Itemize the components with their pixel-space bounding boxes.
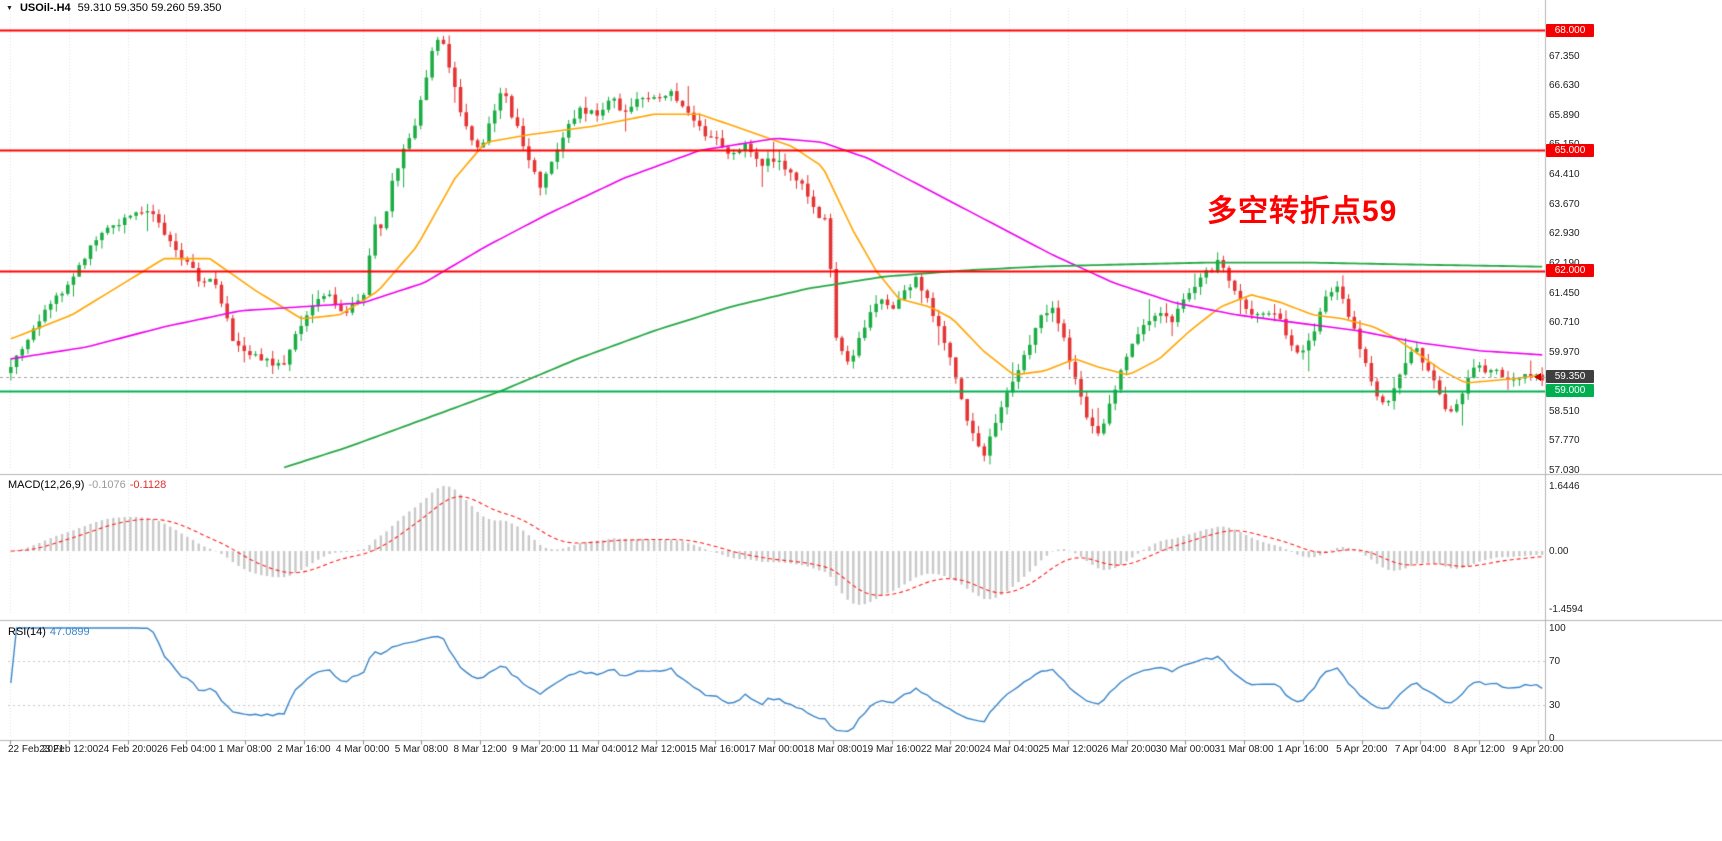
rsi-axis-label: 100 <box>1549 623 1566 634</box>
chart-header: ▼ USOil-.H4 59.310 59.350 59.260 59.350 <box>6 2 221 14</box>
rsi-name: RSI(14) <box>8 626 46 638</box>
rsi-value: 47.0899 <box>49 626 90 638</box>
price-tick-label: 57.030 <box>1549 465 1580 476</box>
price-tick-label: 58.510 <box>1549 405 1580 417</box>
price-level-badge: 59.000 <box>1546 384 1594 398</box>
current-price-marker-icon <box>1534 373 1541 381</box>
price-level-badge: 62.000 <box>1546 264 1594 278</box>
macd-signal-value: -0.1128 <box>129 479 167 491</box>
price-tick-label: 65.890 <box>1549 109 1580 121</box>
price-tick-label: 62.190 <box>1549 258 1580 269</box>
macd-axis-label: -1.4594 <box>1549 603 1583 615</box>
price-tick-label: 57.770 <box>1549 435 1580 447</box>
symbol-timeframe-label: USOil-.H4 <box>19 2 71 14</box>
price-tick-label: 63.670 <box>1549 198 1580 210</box>
price-level-badge: 68.000 <box>1546 23 1594 37</box>
macd-indicator-label: MACD(12,26,9) -0.1076 -0.1128 <box>8 479 166 491</box>
macd-name: MACD(12,26,9) <box>8 479 85 491</box>
rsi-axis-label: 0 <box>1549 733 1555 744</box>
rsi-indicator-label: RSI(14) 47.0899 <box>8 626 90 638</box>
ohlc-values: 59.310 59.350 59.260 59.350 <box>77 2 222 14</box>
annotation-text: 多空转折点59 <box>1207 195 1398 228</box>
price-tick-label: 60.710 <box>1549 317 1580 329</box>
collapse-arrow-icon[interactable]: ▼ <box>6 4 13 12</box>
rsi-axis-label: 70 <box>1549 656 1561 667</box>
price-level-badge: 65.000 <box>1546 143 1594 157</box>
current-price-badge: 59.350 <box>1546 370 1594 384</box>
price-tick-label: 64.410 <box>1549 169 1580 181</box>
macd-axis-label: 1.6446 <box>1549 481 1580 493</box>
price-tick-label: 59.970 <box>1549 347 1580 359</box>
rsi-axis-label: 30 <box>1549 700 1561 711</box>
price-tick-label: 67.350 <box>1549 51 1580 63</box>
price-tick-label: 62.930 <box>1549 228 1580 240</box>
price-tick-label: 61.450 <box>1549 287 1580 299</box>
price-tick-label: 66.630 <box>1549 80 1580 91</box>
macd-axis-label: 0.00 <box>1549 546 1569 558</box>
price-axis: 67.35066.63065.89065.15064.41063.67062.9… <box>1546 0 1722 760</box>
macd-main-value: -0.1076 <box>88 479 126 491</box>
